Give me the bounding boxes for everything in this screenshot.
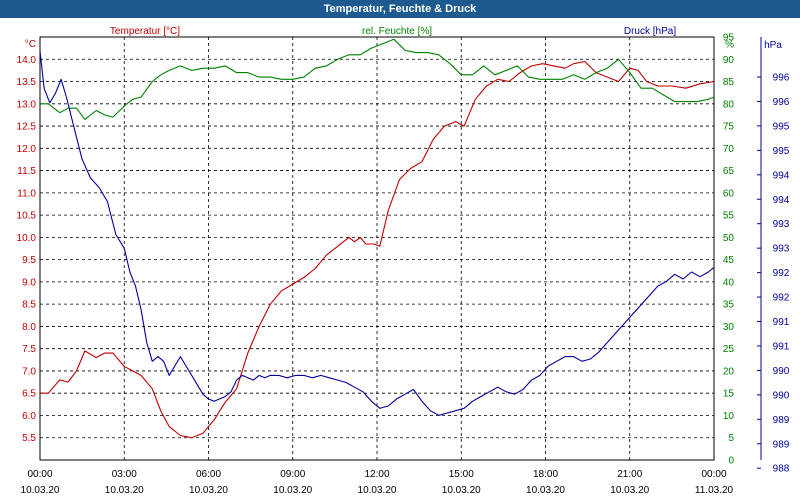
y-tick-temp: 8.5 bbox=[22, 300, 36, 311]
y-tick-humidity: 10 bbox=[723, 411, 735, 422]
y-tick-temp: 10.5 bbox=[17, 211, 37, 222]
y-unit-humidity: % bbox=[725, 40, 734, 51]
x-tick-date: 10.03.20 bbox=[273, 485, 312, 496]
y-unit-temp: °C bbox=[25, 39, 36, 50]
y-tick-temp: 12.0 bbox=[17, 144, 37, 155]
y-tick-pressure: 992 bbox=[773, 293, 790, 304]
y-tick-pressure: 995 bbox=[773, 121, 790, 132]
x-tick-time: 00:00 bbox=[701, 469, 726, 480]
x-tick-time: 06:00 bbox=[196, 469, 221, 480]
y-tick-pressure: 990 bbox=[773, 390, 790, 401]
humidity-line bbox=[40, 38, 715, 120]
y-tick-humidity: 0 bbox=[728, 456, 734, 467]
y-tick-temp: 10.0 bbox=[17, 233, 37, 244]
y-tick-humidity: 95 bbox=[723, 33, 735, 44]
y-tick-pressure: 990 bbox=[773, 366, 790, 377]
y-tick-humidity: 75 bbox=[723, 122, 735, 133]
y-tick-humidity: 70 bbox=[723, 144, 735, 155]
x-tick-date: 10.03.20 bbox=[189, 485, 228, 496]
x-tick-time: 09:00 bbox=[280, 469, 305, 480]
x-tick-date: 10.03.20 bbox=[358, 485, 397, 496]
y-tick-pressure: 995 bbox=[773, 146, 790, 157]
y-tick-humidity: 45 bbox=[723, 255, 735, 266]
y-tick-humidity: 40 bbox=[723, 277, 735, 288]
y-tick-temp: 12.5 bbox=[17, 122, 37, 133]
y-tick-humidity: 25 bbox=[723, 344, 735, 355]
y-tick-pressure: 994 bbox=[773, 195, 790, 206]
y-tick-pressure: 988 bbox=[773, 464, 790, 475]
legend-humidity: rel. Feuchte [%] bbox=[362, 26, 432, 37]
y-tick-humidity: 30 bbox=[723, 322, 735, 333]
y-tick-pressure: 993 bbox=[773, 219, 790, 230]
y-tick-temp: 14.0 bbox=[17, 55, 37, 66]
y-tick-temp: 11.5 bbox=[17, 166, 36, 177]
y-tick-temp: 8.0 bbox=[22, 322, 36, 333]
y-tick-humidity: 5 bbox=[728, 433, 734, 444]
y-tick-humidity: 80 bbox=[723, 99, 735, 110]
y-tick-temp: 9.5 bbox=[22, 255, 36, 266]
y-tick-temp: 13.5 bbox=[17, 77, 37, 88]
y-tick-humidity: 85 bbox=[723, 77, 735, 88]
chart-title: Temperatur, Feuchte & Druck bbox=[0, 0, 800, 18]
x-tick-time: 00:00 bbox=[27, 469, 52, 480]
y-tick-humidity: 20 bbox=[723, 366, 735, 377]
y-tick-pressure: 992 bbox=[773, 268, 790, 279]
x-tick-time: 03:00 bbox=[112, 469, 137, 480]
y-tick-temp: 11.0 bbox=[17, 188, 36, 199]
y-tick-pressure: 996 bbox=[773, 73, 790, 84]
y-tick-temp: 13.0 bbox=[17, 99, 37, 110]
y-tick-temp: 6.5 bbox=[22, 389, 36, 400]
y-tick-humidity: 50 bbox=[723, 233, 735, 244]
x-tick-date: 11.03.20 bbox=[695, 485, 734, 496]
y-tick-humidity: 55 bbox=[723, 211, 735, 222]
y-unit-pressure: hPa bbox=[764, 40, 782, 51]
y-tick-pressure: 991 bbox=[773, 317, 790, 328]
y-tick-pressure: 989 bbox=[773, 415, 790, 426]
y-tick-humidity: 60 bbox=[723, 188, 735, 199]
x-tick-date: 10.03.20 bbox=[442, 485, 481, 496]
y-tick-pressure: 994 bbox=[773, 170, 790, 181]
y-tick-pressure: 991 bbox=[773, 341, 790, 352]
x-tick-date: 10.03.20 bbox=[526, 485, 565, 496]
temperature-line bbox=[40, 60, 715, 439]
y-tick-humidity: 90 bbox=[723, 55, 735, 66]
y-tick-humidity: 35 bbox=[723, 300, 735, 311]
y-tick-temp: 5.5 bbox=[22, 433, 36, 444]
y-tick-temp: 6.0 bbox=[22, 411, 36, 422]
y-tick-temp: 9.0 bbox=[22, 277, 36, 288]
x-tick-time: 15:00 bbox=[449, 469, 474, 480]
y-tick-pressure: 993 bbox=[773, 244, 790, 255]
y-tick-temp: 7.0 bbox=[22, 366, 36, 377]
x-tick-time: 18:00 bbox=[533, 469, 558, 480]
y-tick-humidity: 15 bbox=[723, 389, 735, 400]
x-tick-date: 10.03.20 bbox=[21, 485, 60, 496]
legend-pressure: Druck [hPa] bbox=[624, 26, 676, 37]
x-tick-time: 12:00 bbox=[364, 469, 389, 480]
pressure-line bbox=[39, 51, 715, 416]
x-tick-date: 10.03.20 bbox=[610, 485, 649, 496]
y-tick-humidity: 65 bbox=[723, 166, 735, 177]
y-tick-pressure: 996 bbox=[773, 97, 790, 108]
y-tick-temp: 7.5 bbox=[22, 344, 36, 355]
y-tick-pressure: 989 bbox=[773, 439, 790, 450]
x-tick-time: 21:00 bbox=[617, 469, 642, 480]
x-tick-date: 10.03.20 bbox=[105, 485, 144, 496]
legend-temperature: Temperatur [°C] bbox=[110, 26, 180, 37]
